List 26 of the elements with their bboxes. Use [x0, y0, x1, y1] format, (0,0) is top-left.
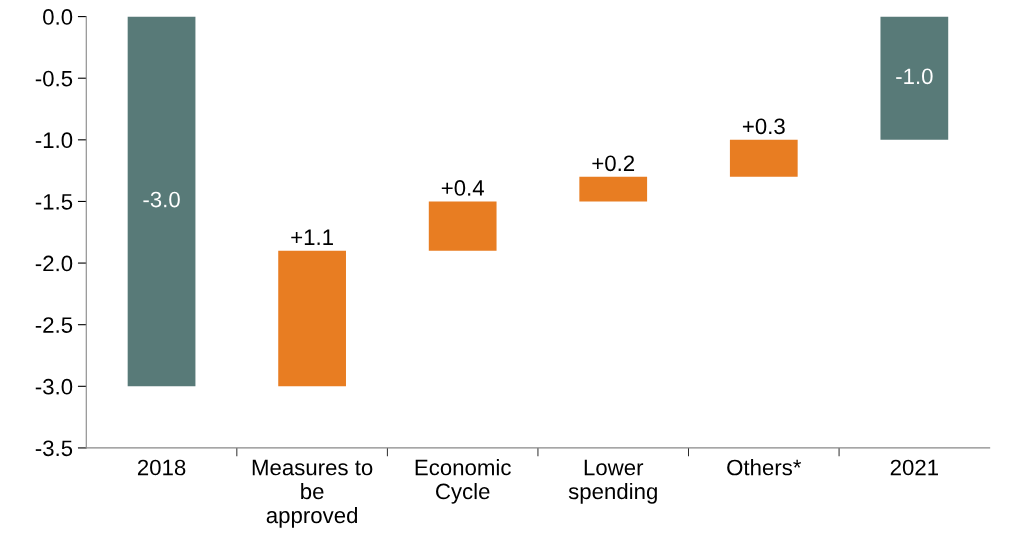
data-label: +0.2	[592, 155, 635, 172]
y-tick-label: -0.5	[35, 70, 73, 87]
x-tick-label: 2018	[137, 459, 186, 476]
bar	[579, 176, 648, 202]
x-tick-label: Measures to be approved	[252, 459, 373, 528]
y-tick-label: -3.0	[35, 378, 73, 395]
x-tick-label: 2021	[890, 459, 938, 476]
data-label: +0.3	[742, 118, 785, 135]
data-label: +1.1	[291, 229, 333, 245]
bar	[278, 250, 346, 387]
x-tick-label: Lower spending	[568, 459, 657, 504]
x-tick-label: Economic Cycle	[415, 459, 511, 504]
x-tick-label: Others*	[727, 459, 802, 476]
bar	[729, 139, 798, 177]
y-tick-label: 0.0	[43, 9, 73, 25]
bar	[428, 201, 497, 251]
data-label: -1.0	[896, 68, 933, 85]
y-tick-label: -2.0	[35, 255, 73, 272]
y-tick-label: -3.5	[35, 440, 73, 457]
bar	[880, 16, 949, 140]
y-tick-label: -1.5	[35, 194, 73, 210]
data-label: +0.4	[441, 180, 484, 196]
bar	[127, 16, 196, 387]
y-tick-label: -1.0	[35, 132, 73, 149]
data-label: -3.0	[143, 191, 180, 208]
y-tick-label: -2.5	[35, 317, 73, 333]
